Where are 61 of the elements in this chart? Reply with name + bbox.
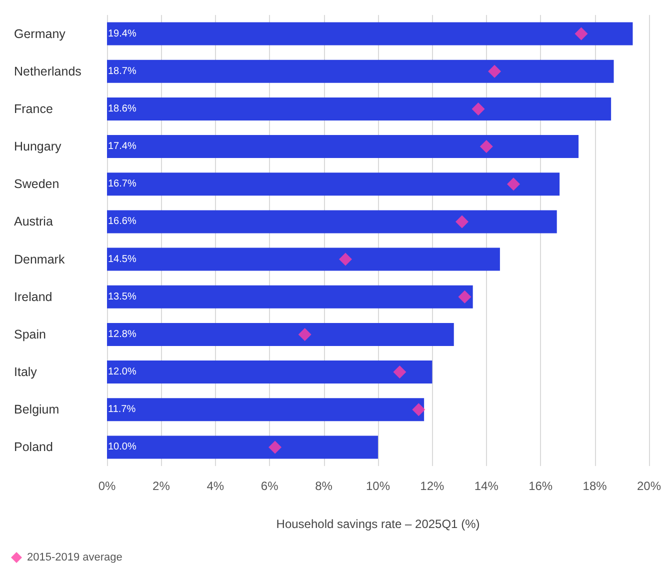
x-tick-label: 2%	[152, 479, 170, 493]
bar	[107, 248, 500, 271]
bar	[107, 97, 612, 120]
bar	[107, 285, 473, 308]
x-tick-label: 8%	[315, 479, 333, 493]
y-tick-label: Poland	[14, 440, 53, 454]
point	[393, 366, 406, 379]
x-axis-title: Household savings rate – 2025Q1 (%)	[276, 517, 480, 531]
bar	[107, 135, 579, 158]
data-label: 16.7%	[108, 178, 136, 190]
bar	[107, 436, 378, 459]
y-tick-label: Italy	[14, 365, 38, 380]
legend-label: 2015-2019 average	[27, 552, 122, 564]
y-tick-label: Netherlands	[14, 64, 82, 78]
point	[412, 403, 426, 416]
x-tick-label: 0%	[98, 479, 116, 493]
y-tick-label: Belgium	[14, 402, 60, 417]
x-tick-label: 4%	[206, 479, 224, 493]
data-label: 14.5%	[108, 254, 136, 265]
y-tick-label: Sweden	[14, 177, 60, 192]
point	[456, 215, 469, 228]
x-tick-label: 12%	[420, 479, 445, 493]
data-label: 18.6%	[108, 103, 136, 114]
data-label: 18.7%	[108, 66, 136, 77]
y-tick-label: Spain	[14, 327, 46, 342]
data-label: 17.4%	[108, 141, 136, 152]
data-label: 10.0%	[108, 442, 136, 453]
x-tick-label: 16%	[528, 479, 553, 493]
data-label: 16.6%	[108, 216, 136, 228]
point	[507, 178, 520, 191]
bar	[107, 60, 614, 83]
point	[472, 102, 485, 116]
x-tick-label: 10%	[366, 479, 390, 493]
data-label: 12.8%	[108, 328, 136, 340]
point	[268, 440, 282, 454]
y-tick-label: Austria	[14, 214, 53, 229]
y-tick-label: Ireland	[14, 290, 52, 304]
bar	[107, 172, 560, 196]
point	[458, 290, 472, 304]
data-label: 11.7%	[108, 404, 136, 416]
bar	[107, 322, 454, 346]
point	[488, 64, 502, 78]
bar	[107, 210, 557, 234]
x-tick-label: 20%	[636, 479, 662, 493]
bar	[107, 360, 432, 384]
point	[574, 27, 588, 40]
point	[480, 140, 493, 154]
bar	[107, 22, 633, 46]
data-label: 19.4%	[108, 28, 136, 40]
point	[298, 328, 312, 341]
y-tick-label: Hungary	[14, 140, 62, 154]
x-tick-label: 14%	[474, 479, 499, 493]
bar	[107, 398, 424, 422]
y-tick-label: Denmark	[14, 252, 66, 266]
y-tick-label: France	[14, 102, 53, 116]
y-tick-label: Germany	[14, 26, 66, 41]
data-label: 12.0%	[108, 366, 136, 378]
data-label: 13.5%	[108, 291, 136, 302]
x-tick-label: 18%	[582, 479, 608, 493]
x-tick-label: 6%	[260, 479, 279, 493]
point	[338, 252, 352, 266]
